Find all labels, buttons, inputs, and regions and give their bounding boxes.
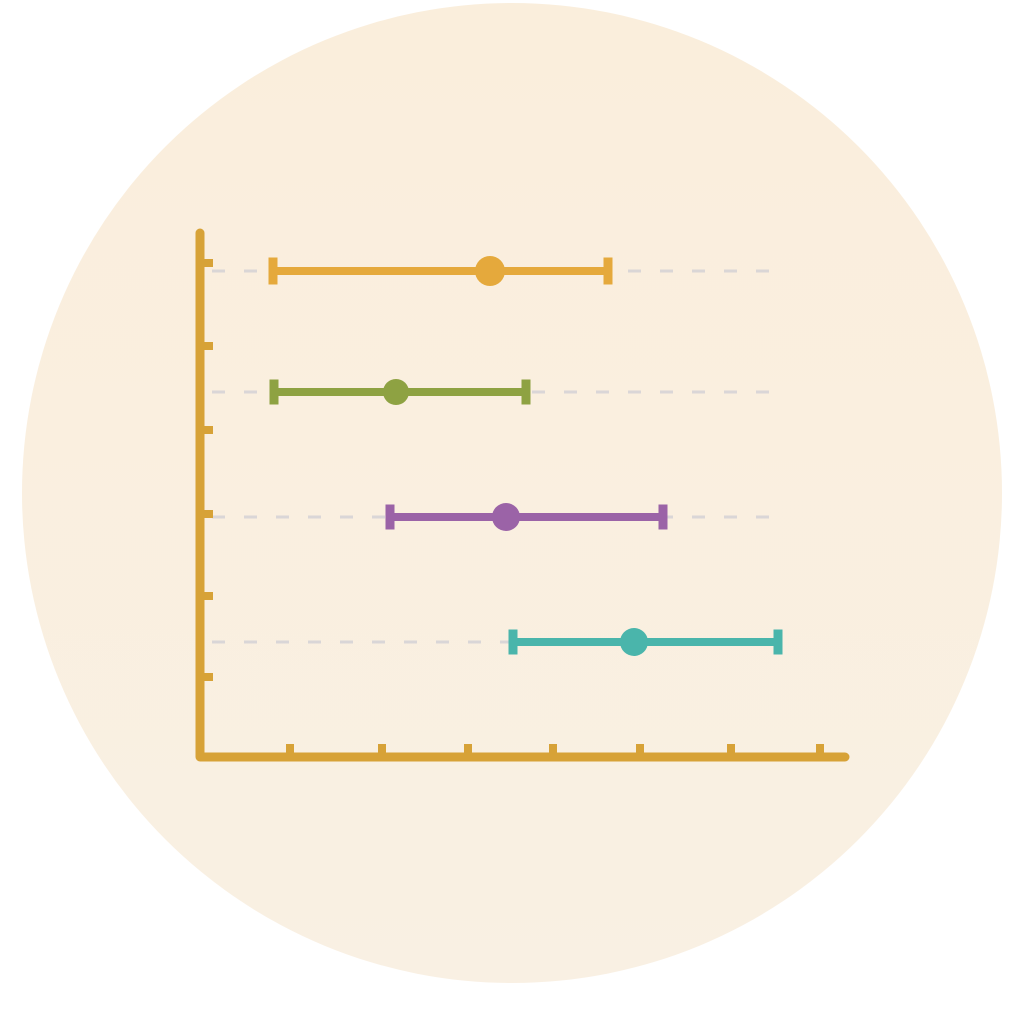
series-olive-center-dot [383,379,409,405]
error-bar-series-gold [268,256,613,286]
error-bar-series-olive [269,379,531,405]
error-bar-series-teal [508,628,783,656]
circular-backdrop [22,3,1002,983]
axes-layer [195,228,850,762]
series-teal-center-dot [620,628,648,656]
series-gold-center-dot [475,256,505,286]
series-purple-center-dot [492,503,520,531]
backdrop-circle [22,3,1002,983]
error-bar-series-purple [385,503,668,531]
series-layer [268,256,783,656]
axis-spine [195,228,850,762]
